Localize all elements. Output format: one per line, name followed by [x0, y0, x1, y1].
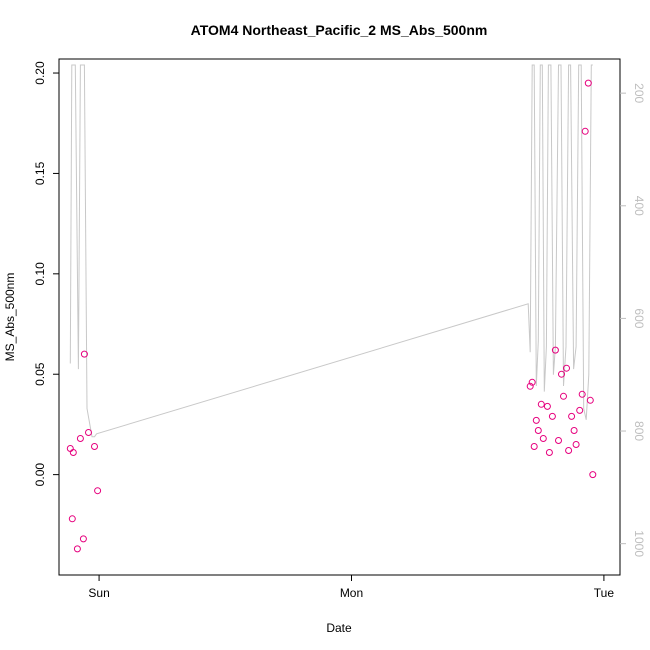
data-point: [530, 443, 538, 450]
data-point: [565, 447, 573, 454]
data-point: [570, 427, 578, 434]
series-points: [66, 79, 597, 553]
x-tick-label: Mon: [340, 586, 363, 600]
y-axis: 0.00 0.05 0.10 0.15 0.20: [33, 61, 59, 486]
right-axis: 200 400 600 800 1000: [620, 83, 646, 557]
data-point: [555, 437, 562, 444]
data-point: [578, 390, 586, 398]
y-axis-label: MS_Abs_500nm: [3, 273, 17, 362]
right-tick-label: 400: [632, 196, 646, 216]
data-point: [576, 406, 584, 414]
data-point: [528, 378, 536, 386]
y-tick-label: 0.20: [33, 61, 47, 85]
data-point: [560, 392, 567, 400]
data-point: [85, 429, 92, 436]
data-point: [66, 445, 74, 452]
y-tick-label: 0.10: [33, 262, 47, 286]
chart-title: ATOM4 Northeast_Pacific_2 MS_Abs_500nm: [191, 22, 488, 38]
x-axis-label: Date: [326, 621, 352, 635]
plot-frame: [58, 58, 621, 576]
plot-area: [58, 58, 621, 576]
y-tick-label: 0.05: [33, 362, 47, 386]
right-tick-label: 1000: [632, 530, 646, 557]
x-tick-label: Sun: [88, 586, 109, 600]
data-point: [68, 515, 76, 523]
data-point: [581, 127, 589, 135]
data-point: [534, 427, 542, 434]
data-point: [572, 441, 580, 448]
y-tick-label: 0.15: [33, 161, 47, 185]
x-tick-label: Tue: [594, 586, 615, 600]
data-point: [79, 535, 87, 543]
series-line: [69, 64, 593, 438]
data-point: [539, 435, 547, 442]
data-point: [551, 346, 559, 354]
series-line-path: [69, 64, 593, 438]
data-point: [94, 487, 102, 495]
right-tick-label: 600: [632, 308, 646, 328]
x-axis: Sun Mon Tue: [88, 575, 614, 600]
data-point: [532, 416, 540, 424]
data-point: [563, 364, 570, 372]
data-point: [69, 449, 77, 456]
data-point: [543, 402, 551, 410]
data-point: [76, 435, 84, 442]
y-tick-label: 0.00: [33, 463, 47, 487]
data-point: [584, 79, 592, 87]
data-point: [548, 412, 556, 420]
data-point: [537, 400, 545, 408]
data-point: [586, 396, 594, 404]
data-point: [73, 545, 81, 553]
data-point: [91, 443, 98, 450]
data-point: [526, 382, 534, 390]
data-point: [558, 370, 565, 378]
data-point: [80, 350, 88, 358]
data-point: [545, 449, 553, 456]
data-point: [589, 471, 597, 479]
right-tick-label: 800: [632, 421, 646, 441]
right-tick-label: 200: [632, 83, 646, 103]
data-point: [568, 412, 576, 420]
